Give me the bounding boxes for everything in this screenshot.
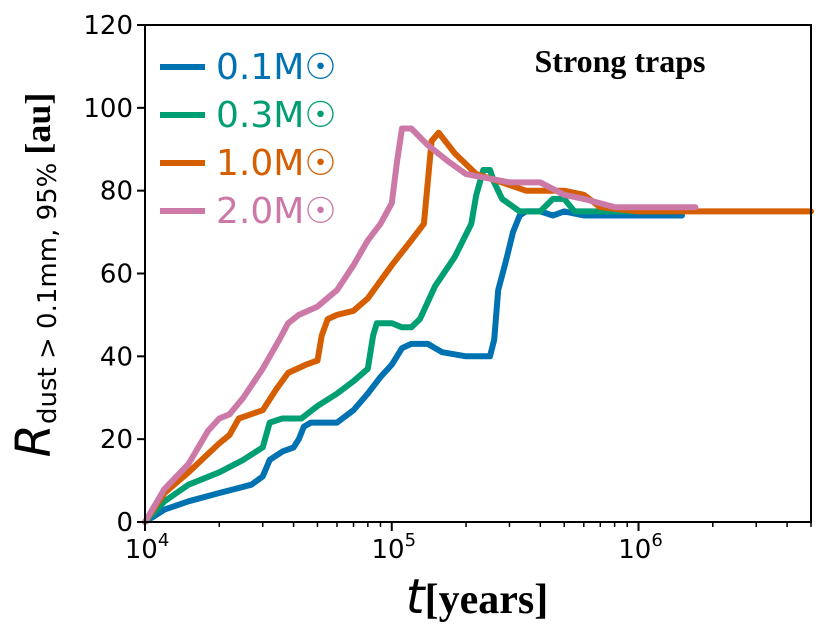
y-tick-label: 80 bbox=[100, 177, 133, 207]
y-axis-subscript: dust > 0.1mm, 95% bbox=[33, 163, 63, 424]
legend-label-2: 1.0M☉ bbox=[216, 143, 337, 184]
series-line-3 bbox=[142, 125, 699, 525]
chart-annotation: Strong traps bbox=[535, 43, 706, 79]
x-axis-unit: [years] bbox=[425, 577, 549, 623]
y-tick-label: 60 bbox=[100, 260, 133, 290]
svg-text:t[years]: t[years] bbox=[406, 569, 548, 625]
x-axis-label: t[years] bbox=[406, 569, 548, 625]
y-tick-label: 40 bbox=[100, 342, 133, 372]
y-tick-label: 120 bbox=[83, 11, 133, 41]
legend: 0.1M☉ 0.3M☉ 1.0M☉ 2.0M☉ bbox=[160, 47, 337, 232]
legend-label-3: 2.0M☉ bbox=[216, 191, 337, 232]
y-tick-label: 100 bbox=[83, 94, 133, 124]
y-axis-symbol: R bbox=[6, 424, 62, 457]
y-tick-label: 0 bbox=[116, 508, 133, 538]
x-tick-label: 106 bbox=[618, 530, 663, 565]
x-tick-label: 105 bbox=[371, 530, 416, 565]
x-tick-label: 104 bbox=[125, 530, 170, 565]
y-axis-unit: [au] bbox=[18, 93, 58, 155]
legend-label-0: 0.1M☉ bbox=[216, 47, 337, 88]
y-tick-label: 20 bbox=[100, 425, 133, 455]
x-axis-symbol: t bbox=[406, 569, 427, 625]
y-axis-label: Rdust > 0.1mm, 95% [au] bbox=[6, 93, 63, 458]
ticks-layer: 0 20 40 60 80 100 120 104 105 106 bbox=[83, 11, 812, 565]
series-line-1 bbox=[142, 167, 662, 525]
legend-label-1: 0.3M☉ bbox=[216, 95, 337, 136]
series-line-0 bbox=[142, 208, 685, 525]
series-layer bbox=[142, 125, 814, 525]
svg-text:Rdust > 0.1mm, 95%[au]: Rdust > 0.1mm, 95% [au] bbox=[6, 93, 63, 458]
